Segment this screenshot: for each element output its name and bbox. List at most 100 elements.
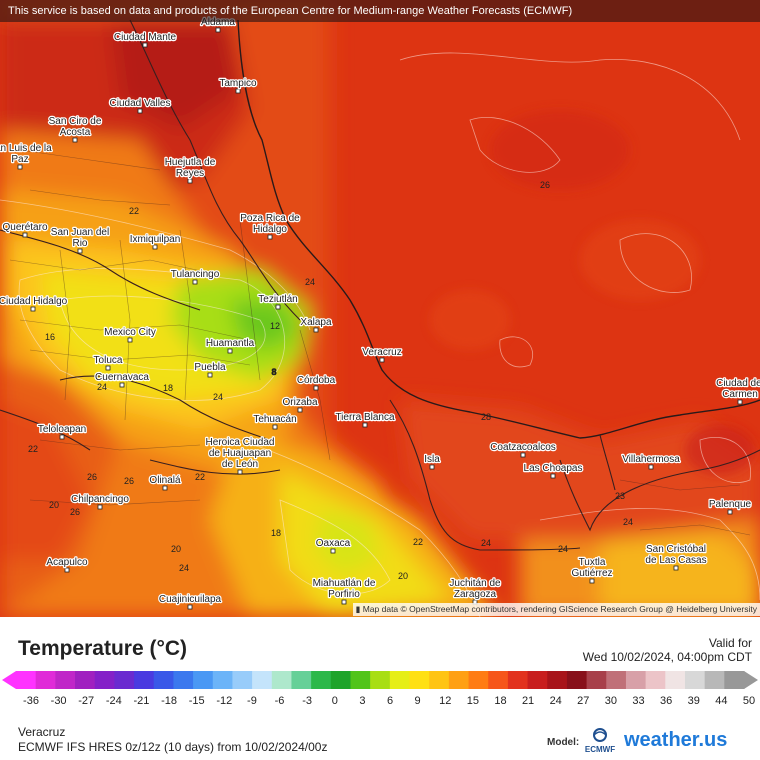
city-label: San Juan del Rio <box>50 226 110 254</box>
scale-color-cell <box>193 671 214 689</box>
city-name: Orizaba <box>282 397 317 408</box>
city-marker <box>673 565 679 571</box>
scale-color-cell <box>271 671 292 689</box>
isotherm-label: 26 <box>87 472 97 482</box>
scale-color-cell <box>429 671 450 689</box>
isotherm-label: 24 <box>481 538 491 548</box>
scale-tick-label: 33 <box>632 695 645 707</box>
scale-tick-label: -3 <box>302 695 313 707</box>
scale-max-arrow <box>744 671 758 689</box>
legend-panel: Temperature (°C) Valid for Wed 10/02/202… <box>0 617 760 760</box>
scale-color-cell <box>212 671 233 689</box>
scale-tick-label: 27 <box>577 695 590 707</box>
scale-tick-label: 15 <box>466 695 479 707</box>
scale-tick-label: 21 <box>521 695 535 707</box>
city-label: Juchitán de Zaragoza <box>448 577 502 605</box>
city-name: Ciudad Mante <box>114 32 177 43</box>
isotherm-label: 22 <box>413 537 423 547</box>
city-name: Palenque <box>709 499 752 510</box>
city-label: Ciudad Valles <box>108 97 172 114</box>
ecmwf-banner: This service is based on data and produc… <box>0 0 760 22</box>
city-marker <box>119 382 125 388</box>
city-name: Mexico City <box>104 327 156 338</box>
city-name: Córdoba <box>297 375 336 386</box>
scale-color-cell <box>606 671 627 689</box>
scale-tick-label: -18 <box>161 695 178 707</box>
isotherm-label: 24 <box>97 382 107 392</box>
scale-tick-label: 44 <box>715 695 728 707</box>
isotherm-label: 23 <box>615 491 625 501</box>
isotherm-label: 22 <box>129 206 139 216</box>
isotherm-label: 22 <box>195 472 205 482</box>
city-label: Orizaba <box>281 396 319 413</box>
city-label: Córdoba <box>296 374 337 391</box>
scale-color-cell <box>232 671 253 689</box>
isotherm-label: 20 <box>171 544 181 554</box>
map-attribution[interactable]: ▮ Map data © OpenStreetMap contributors,… <box>352 603 760 616</box>
city-name: Oaxaca <box>316 538 351 549</box>
city-marker <box>313 385 319 391</box>
scale-color-cell <box>704 671 725 689</box>
scale-tick-label: -27 <box>78 695 95 707</box>
ecmwf-logo-text: ECMWF <box>585 745 615 754</box>
region-name: Veracruz <box>18 725 66 739</box>
city-label: Tehuacán <box>252 413 298 430</box>
weather-us-logo[interactable]: weather.us <box>624 729 728 751</box>
city-label: Cuernavaca <box>94 371 151 388</box>
scale-color-cell <box>94 671 115 689</box>
city-name: Poza Rica de Hidalgo <box>240 213 300 235</box>
city-marker <box>192 279 198 285</box>
scale-color-cell <box>252 671 273 689</box>
city-label: Cuajinicuilapa <box>158 593 223 610</box>
scale-tick-label: -30 <box>50 695 67 707</box>
isotherm-label: 24 <box>558 544 568 554</box>
city-marker <box>737 399 743 405</box>
city-label: San Cristóbal de Las Casas <box>644 543 708 571</box>
city-name: Huejutla de Reyes <box>165 157 216 179</box>
borders <box>0 19 760 551</box>
city-marker <box>187 178 193 184</box>
isotherm-label: 8 <box>271 367 276 377</box>
city-marker <box>30 306 36 312</box>
isotherm-label: 24 <box>305 277 315 287</box>
scale-color-cell <box>684 671 706 689</box>
city-marker <box>137 108 143 114</box>
city-marker <box>429 464 435 470</box>
scale-tick-label: 50 <box>742 695 756 707</box>
city-label: Ciudad Mante <box>113 31 178 48</box>
scale-color-cell <box>330 671 351 689</box>
isotherm-label: 18 <box>163 383 173 393</box>
scale-color-cell <box>350 671 371 689</box>
city-marker <box>207 372 213 378</box>
city-name: Ciudad Hidalgo <box>0 296 68 307</box>
scale-color-cell <box>16 671 37 689</box>
city-label: Teziutlán <box>257 293 299 310</box>
scale-color-cell <box>389 671 411 689</box>
attribution-text: Map data © OpenStreetMap contributors, r… <box>362 604 757 614</box>
city-label: Chilpancingo <box>70 493 131 510</box>
scale-color-cell <box>370 671 391 689</box>
city-name: Heroica Ciudad de Huajuapan de León <box>206 437 275 470</box>
city-name: Tampico <box>219 78 257 89</box>
city-label: Isla <box>423 453 441 470</box>
scale-color-cell <box>566 671 588 689</box>
city-marker <box>330 548 336 554</box>
city-label: Tampico <box>218 77 258 94</box>
valid-time: Wed 10/02/2024, 04:00pm CDT <box>582 650 752 664</box>
temperature-map[interactable]: Ciudad Mante Aldama Tampico Ciudad Valles Sa… <box>0 0 760 617</box>
scale-tick-label: 39 <box>687 695 700 707</box>
scale-color-cell <box>291 671 312 689</box>
city-label: Coatzacoalcos <box>489 441 557 458</box>
city-label: Ciudad del Carmen <box>715 377 760 405</box>
scale-color-cell <box>35 671 56 689</box>
scale-color-cell <box>488 671 509 689</box>
city-label: Tierra Blanca <box>334 411 396 428</box>
scale-tick-label: -9 <box>247 695 257 707</box>
city-label: Villahermosa <box>621 453 681 470</box>
scale-color-cell <box>468 671 489 689</box>
city-name: Las Choapas <box>524 463 583 474</box>
isotherm-label: 18 <box>271 528 281 538</box>
city-marker <box>648 464 654 470</box>
city-name: Teziutlán <box>258 294 297 305</box>
city-marker <box>379 357 385 363</box>
